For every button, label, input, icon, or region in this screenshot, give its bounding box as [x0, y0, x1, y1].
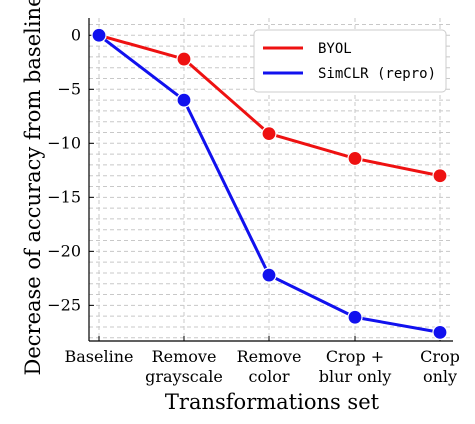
data-point — [261, 267, 277, 283]
data-point — [176, 92, 192, 108]
y-axis-label: Decrease of accuracy from baseline — [21, 0, 45, 376]
x-tick-label: Baseline — [65, 347, 134, 366]
x-axis-label: Transformations set — [165, 390, 380, 414]
data-point — [91, 27, 107, 43]
x-tick-label: blur only — [319, 367, 392, 386]
legend-label: SimCLR (repro) — [318, 66, 436, 82]
data-point — [261, 125, 277, 142]
data-point — [176, 51, 192, 67]
data-point — [347, 150, 363, 167]
x-tick-label: Crop — [420, 347, 460, 366]
x-tick-label: Remove — [237, 347, 302, 366]
x-tick-label: only — [423, 367, 457, 386]
series-layer — [91, 27, 448, 340]
y-tick-label: 0 — [71, 25, 81, 44]
x-tick-label: Remove — [152, 347, 217, 366]
x-tick-label: color — [249, 367, 290, 386]
y-tick-label: −10 — [47, 133, 81, 152]
y-tick-label: −5 — [57, 79, 81, 98]
data-point — [432, 168, 448, 184]
legend-box — [253, 29, 447, 93]
x-tick-label: grayscale — [145, 367, 223, 386]
x-tick-label: Crop + — [326, 347, 384, 366]
y-tick-label: −20 — [47, 241, 81, 260]
data-point — [347, 309, 363, 325]
axes — [88, 18, 453, 342]
legend: BYOL SimCLR (repro) — [253, 29, 447, 93]
y-tick-label: −25 — [47, 295, 81, 314]
data-point — [432, 324, 448, 340]
y-tick-label: −15 — [47, 187, 81, 206]
y-axis-ticks: 0 −5 −10 −15 −20 −25 — [47, 25, 94, 314]
legend-label: BYOL — [318, 41, 352, 57]
